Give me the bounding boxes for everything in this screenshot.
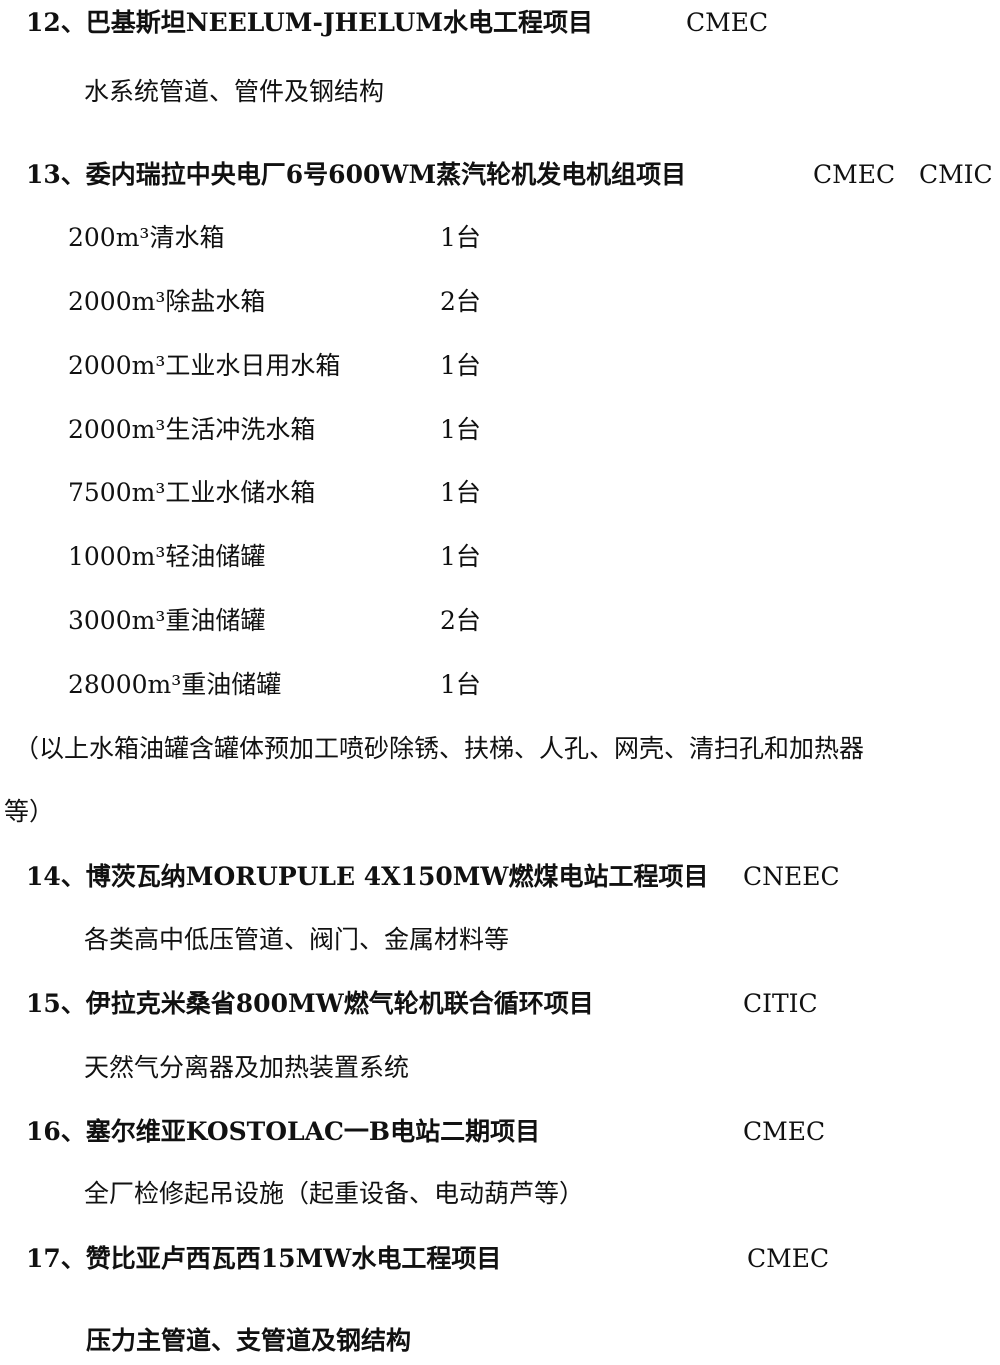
project-scope: 全厂检修起吊设施（起重设备、电动葫芦等） [84, 1179, 585, 1208]
contractor: CMEC [747, 1244, 830, 1273]
item-qty: 1台 [440, 478, 481, 507]
contractor: CMEC [686, 8, 769, 37]
item-qty: 1台 [440, 542, 481, 571]
project-title: 15、伊拉克米桑省800MW燃气轮机联合循环项目 [26, 989, 594, 1018]
contractor: CMEC [743, 1117, 826, 1146]
item-qty: 1台 [440, 670, 481, 699]
project-title: 16、塞尔维亚KOSTOLAC一B电站二期项目 [26, 1117, 541, 1146]
contractor: CNEEC [743, 862, 840, 891]
project-title: 17、赞比亚卢西瓦西15MW水电工程项目 [26, 1244, 502, 1273]
contractor: CITIC [743, 989, 818, 1018]
item-qty: 2台 [440, 287, 481, 316]
item-name: 200m³清水箱 [68, 223, 225, 252]
project-scope: 各类高中低压管道、阀门、金属材料等 [84, 925, 510, 954]
project-title: 12、巴基斯坦NEELUM-JHELUM水电工程项目 [26, 8, 594, 37]
project-title: 13、委内瑞拉中央电厂6号600WM蒸汽轮机发电机组项目 [26, 160, 687, 189]
note-continued: 等） [4, 797, 55, 826]
item-qty: 2台 [440, 606, 481, 635]
contractor: CMEC CMIC [813, 160, 993, 189]
item-qty: 1台 [440, 415, 481, 444]
project-title: 14、博茨瓦纳MORUPULE 4X150MW燃煤电站工程项目 [26, 862, 709, 891]
project-scope: 压力主管道、支管道及钢结构 [86, 1326, 412, 1355]
note: （以上水箱油罐含罐体预加工喷砂除锈、扶梯、人孔、网壳、清扫孔和加热器 [14, 734, 865, 763]
project-scope: 天然气分离器及加热装置系统 [84, 1053, 410, 1082]
item-name: 3000m³重油储罐 [68, 606, 266, 635]
item-qty: 1台 [440, 351, 481, 380]
item-name: 1000m³轻油储罐 [68, 542, 266, 571]
item-name: 2000m³生活冲洗水箱 [68, 415, 316, 444]
item-qty: 1台 [440, 223, 481, 252]
project-scope: 水系统管道、管件及钢结构 [84, 77, 385, 106]
item-name: 28000m³重油储罐 [68, 670, 282, 699]
item-name: 2000m³除盐水箱 [68, 287, 266, 316]
item-name: 2000m³工业水日用水箱 [68, 351, 341, 380]
item-name: 7500m³工业水储水箱 [68, 478, 316, 507]
